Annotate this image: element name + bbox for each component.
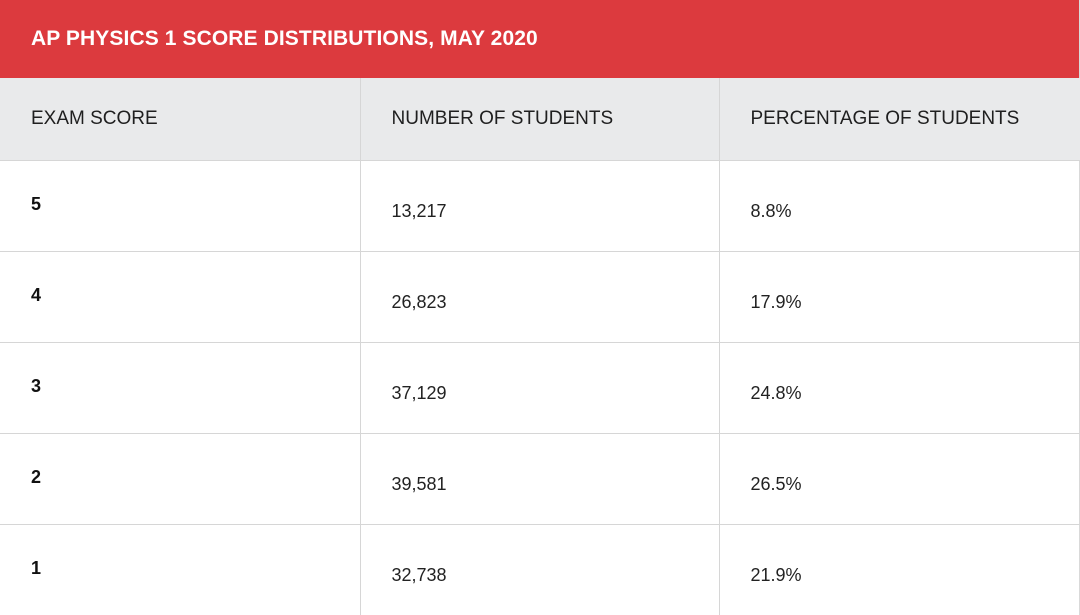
table-row: 5 13,217 8.8% (0, 160, 1080, 252)
number-of-students-cell: 37,129 (360, 342, 720, 434)
score-distribution-table: EXAM SCORE NUMBER OF STUDENTS PERCENTAGE… (0, 78, 1080, 615)
column-header-exam-score: EXAM SCORE (0, 78, 361, 161)
percentage-of-students-cell: 17.9% (719, 251, 1080, 343)
column-header-percentage-of-students: PERCENTAGE OF STUDENTS (719, 78, 1080, 161)
exam-score-cell: 5 (0, 160, 361, 252)
number-of-students-cell: 39,581 (360, 433, 720, 525)
table-row: 1 32,738 21.9% (0, 524, 1080, 615)
exam-score-cell: 2 (0, 433, 361, 525)
table-title: AP PHYSICS 1 SCORE DISTRIBUTIONS, MAY 20… (0, 0, 1079, 78)
number-of-students-cell: 32,738 (360, 524, 720, 615)
table-header: EXAM SCORE NUMBER OF STUDENTS PERCENTAGE… (0, 78, 1080, 161)
table-row: 3 37,129 24.8% (0, 342, 1080, 434)
number-of-students-cell: 13,217 (360, 160, 720, 252)
table-body: 5 13,217 8.8% 4 26,823 17.9% 3 37,129 24… (0, 160, 1080, 615)
percentage-of-students-cell: 26.5% (719, 433, 1080, 525)
percentage-of-students-cell: 8.8% (719, 160, 1080, 252)
table-row: 2 39,581 26.5% (0, 433, 1080, 525)
header-row: EXAM SCORE NUMBER OF STUDENTS PERCENTAGE… (0, 78, 1080, 161)
exam-score-cell: 1 (0, 524, 361, 615)
number-of-students-cell: 26,823 (360, 251, 720, 343)
exam-score-cell: 4 (0, 251, 361, 343)
table-row: 4 26,823 17.9% (0, 251, 1080, 343)
percentage-of-students-cell: 21.9% (750, 565, 802, 586)
percentage-of-students-cell: 24.8% (719, 342, 1080, 434)
exam-score-cell: 3 (0, 342, 361, 434)
column-header-number-of-students: NUMBER OF STUDENTS (360, 78, 720, 161)
